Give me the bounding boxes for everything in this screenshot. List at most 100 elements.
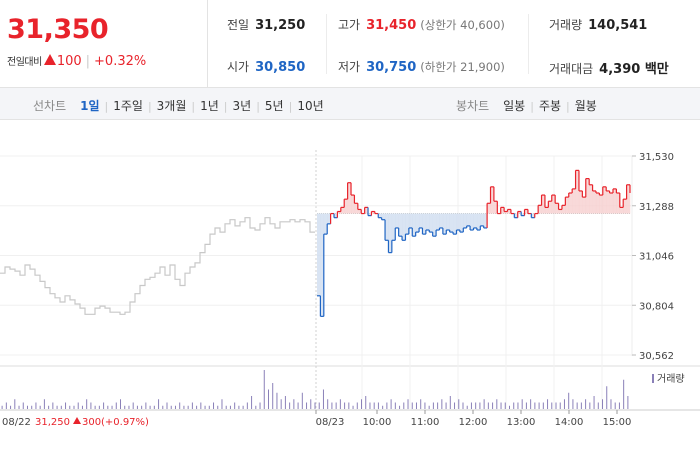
tab-1week[interactable]: 1주일 (113, 99, 143, 113)
area-fill-segment (524, 209, 529, 214)
area-fill-segment (453, 213, 457, 235)
area-fill-segment (551, 195, 556, 214)
stat-label: 고가 (338, 18, 361, 32)
tab-3month[interactable]: 3개월 (156, 99, 187, 113)
y-tick-label: 31,530 (639, 152, 674, 163)
current-price: 31,350 (7, 14, 109, 45)
area-fill-segment (595, 193, 600, 214)
area-fill-segment (432, 213, 437, 237)
price-summary: 31,350 전일대비 100 | +0.32% 전일 31,250 시가 30,850 … (0, 0, 700, 88)
stat-label: 저가 (338, 60, 361, 74)
volume-legend: 거래량 (652, 373, 685, 385)
stat-label: 거래량 (549, 18, 583, 32)
volume-legend-swatch (652, 374, 654, 383)
stat-volume: 거래량 140,541 (549, 16, 647, 33)
x-tick-label: 10:00 (363, 417, 392, 428)
stat-sub: (하한가 21,900) (420, 60, 505, 74)
stat-amount: 거래대금 4,390 백만 (549, 58, 669, 77)
area-fill-segment (521, 213, 525, 216)
prev-date-label: 08/22 (2, 417, 31, 428)
area-fill-segment (388, 213, 393, 253)
area-fill-segment (412, 213, 416, 237)
y-tick-label: 31,288 (639, 202, 674, 213)
area-fill-segment (606, 190, 610, 214)
area-fill-segment (446, 213, 450, 231)
change-amount: 100 (56, 54, 82, 69)
area-fill-segment (327, 213, 331, 224)
area-fill-segment (357, 209, 362, 214)
stat-value: 140,541 (588, 18, 648, 33)
today-series (317, 169, 631, 317)
tab-monthly-candle[interactable]: 월봉 (574, 99, 597, 113)
volume-bars (1, 370, 629, 409)
stat-label: 전일 (227, 18, 250, 32)
previous-day-line (0, 217, 315, 315)
stat-value: 30,750 (366, 60, 417, 75)
area-fill-segment (561, 205, 566, 214)
tab-separator: | (530, 100, 534, 113)
area-fill-segment (415, 213, 420, 233)
stat-high: 고가 31,450 (상한가 40,600) (338, 16, 505, 33)
area-fill-segment (548, 201, 553, 214)
divider (528, 14, 529, 74)
change-label: 전일대비 (7, 57, 42, 68)
area-fill-segment (531, 213, 536, 218)
area-fill-segment (555, 203, 559, 214)
area-fill-segment (323, 213, 328, 235)
area-fill-segment (565, 197, 570, 214)
tab-separator: | (191, 100, 196, 113)
candle-chart-tabs: 봉차트 일봉 | 주봉 | 월봉 (456, 97, 597, 114)
area-fill-segment (385, 213, 389, 241)
divider (326, 14, 327, 74)
area-fill-segment (592, 190, 597, 214)
area-fill-segment (487, 203, 491, 214)
prev-close-label: 31,250 (35, 417, 70, 428)
y-tick-label: 31,046 (639, 252, 674, 263)
area-fill-segment (408, 213, 413, 228)
stat-open: 시가 30,850 (227, 58, 305, 75)
intraday-chart: 31,530 31,288 31,046 30,804 30,562 거래량 08/23… (0, 150, 700, 428)
area-fill-segment (449, 213, 454, 233)
area-fill-segment (456, 213, 461, 231)
area-fill-segment (320, 213, 325, 317)
area-fill-segment (500, 207, 505, 214)
y-axis: 31,530 31,288 31,046 30,804 30,562 (632, 152, 674, 362)
previous-day-series (0, 217, 315, 315)
area-fill-segment (483, 213, 488, 228)
area-fill-segment (422, 213, 427, 235)
area-fill-segment (626, 184, 631, 214)
area-fill-segment (337, 211, 342, 214)
area-fill-segment (351, 195, 355, 214)
area-fill-segment (442, 213, 447, 235)
area-fill-segment (425, 213, 430, 231)
tab-5year[interactable]: 5년 (264, 99, 284, 113)
area-fill-segment (568, 193, 573, 214)
tab-1day[interactable]: 1일 (80, 99, 100, 113)
up-triangle-icon (73, 417, 81, 424)
tab-1year[interactable]: 1년 (200, 99, 219, 113)
tab-3year[interactable]: 3년 (232, 99, 252, 113)
area-fill-segment (575, 170, 580, 214)
area-fill-segment (466, 213, 471, 226)
tab-weekly-candle[interactable]: 주봉 (538, 99, 562, 113)
up-triangle-icon (43, 54, 56, 65)
tab-10year[interactable]: 10년 (297, 99, 324, 113)
area-fill-segment (589, 184, 593, 214)
chart-tabs: 선차트 1일 | 1주일 | 3개월 | 1년 | 3년 | 5년 | 10년 봉차트 일봉 | 주봉 | 월봉 (0, 88, 700, 120)
stat-label: 거래대금 (549, 62, 594, 76)
x-tick-label: 11:00 (411, 417, 440, 428)
area-fill-segment (619, 207, 624, 214)
area-fill-segment (371, 211, 376, 214)
stat-value: 31,450 (366, 18, 417, 33)
tab-daily-candle[interactable]: 일봉 (503, 99, 526, 113)
area-fill-segment (493, 201, 498, 214)
area-fill-segment (347, 182, 352, 214)
area-fill-segment (538, 205, 542, 214)
area-fill-segment (402, 213, 406, 241)
line-chart-title: 선차트 (33, 99, 67, 113)
stat-sub: (상한가 40,600) (420, 18, 505, 32)
area-fill-segment (544, 207, 549, 214)
change-rate: +0.32% (94, 54, 147, 69)
area-fill-segment (490, 186, 495, 214)
